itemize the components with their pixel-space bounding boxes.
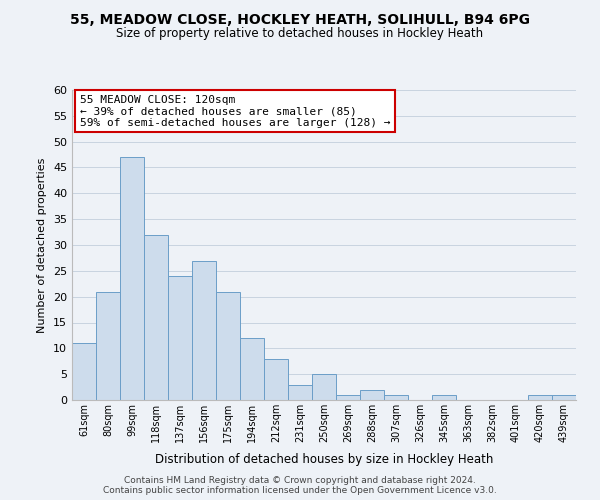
Bar bbox=[528, 395, 552, 400]
Text: Size of property relative to detached houses in Hockley Heath: Size of property relative to detached ho… bbox=[116, 28, 484, 40]
Bar bbox=[384, 395, 408, 400]
Text: Contains HM Land Registry data © Crown copyright and database right 2024.: Contains HM Land Registry data © Crown c… bbox=[124, 476, 476, 485]
Bar bbox=[216, 292, 240, 400]
Bar bbox=[72, 343, 96, 400]
Bar bbox=[336, 395, 360, 400]
Bar bbox=[120, 157, 144, 400]
Bar bbox=[552, 395, 576, 400]
Text: 55, MEADOW CLOSE, HOCKLEY HEATH, SOLIHULL, B94 6PG: 55, MEADOW CLOSE, HOCKLEY HEATH, SOLIHUL… bbox=[70, 12, 530, 26]
Bar bbox=[96, 292, 120, 400]
Bar bbox=[360, 390, 384, 400]
Bar bbox=[144, 234, 168, 400]
Bar bbox=[192, 260, 216, 400]
Y-axis label: Number of detached properties: Number of detached properties bbox=[37, 158, 47, 332]
Bar bbox=[312, 374, 336, 400]
Bar bbox=[432, 395, 456, 400]
Bar bbox=[264, 358, 288, 400]
Bar bbox=[168, 276, 192, 400]
X-axis label: Distribution of detached houses by size in Hockley Heath: Distribution of detached houses by size … bbox=[155, 454, 493, 466]
Text: Contains public sector information licensed under the Open Government Licence v3: Contains public sector information licen… bbox=[103, 486, 497, 495]
Bar bbox=[240, 338, 264, 400]
Text: 55 MEADOW CLOSE: 120sqm
← 39% of detached houses are smaller (85)
59% of semi-de: 55 MEADOW CLOSE: 120sqm ← 39% of detache… bbox=[80, 94, 390, 128]
Bar bbox=[288, 384, 312, 400]
